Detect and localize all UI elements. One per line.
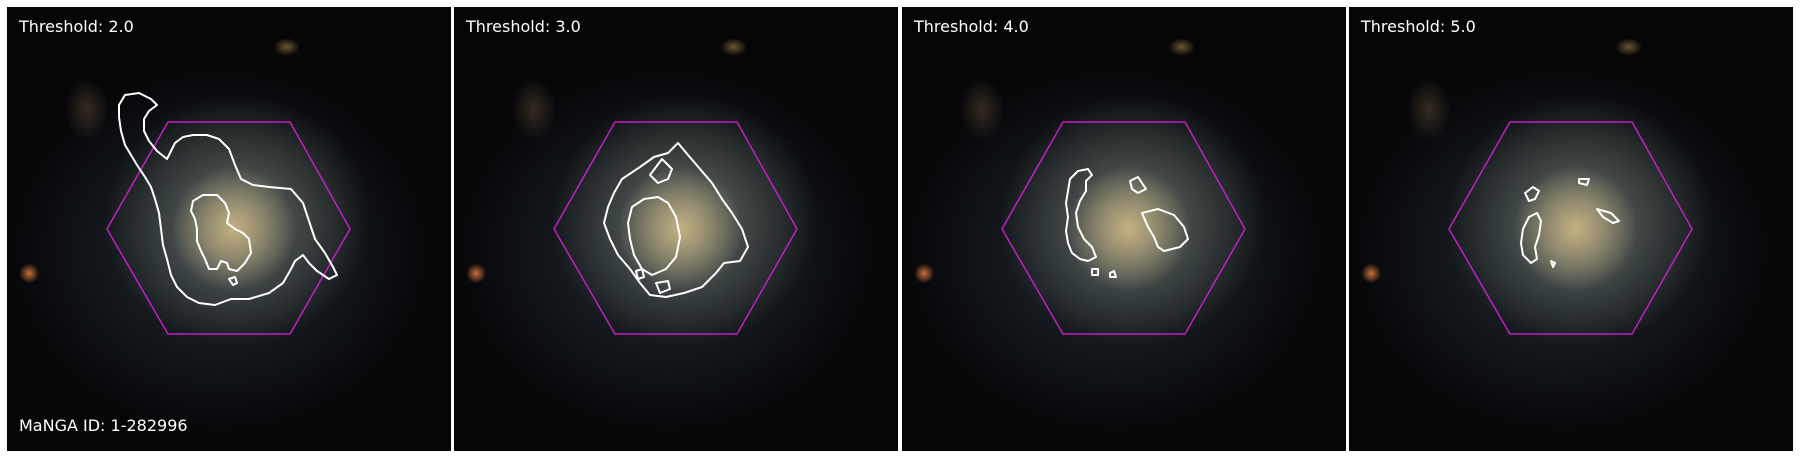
threshold-label: Threshold: 3.0 (466, 17, 581, 36)
mask-contour (1065, 168, 1189, 278)
overlay-layer (553, 121, 798, 335)
mask-contour (1520, 178, 1620, 268)
ifu-hexagon (553, 121, 798, 335)
galaxy-panel-threshold-4: Threshold: 4.0 (902, 7, 1346, 451)
threshold-label: Threshold: 4.0 (914, 17, 1029, 36)
ifu-hexagon (1001, 121, 1246, 335)
manga-id-label: MaNGA ID: 1-282996 (19, 416, 188, 435)
threshold-label: Threshold: 2.0 (19, 17, 134, 36)
overlay-layer (106, 92, 351, 335)
galaxy-panel-threshold-5: Threshold: 5.0 (1349, 7, 1793, 451)
mask-contour (603, 142, 749, 298)
ifu-hexagon (1448, 121, 1693, 335)
mask-contour (118, 92, 338, 306)
ifu-hexagon (106, 121, 351, 335)
threshold-label: Threshold: 5.0 (1361, 17, 1476, 36)
galaxy-panel-threshold-3: Threshold: 3.0 (454, 7, 898, 451)
galaxy-panel-threshold-2: Threshold: 2.0 MaNGA ID: 1-282996 (7, 7, 451, 451)
overlay-layer (1448, 121, 1693, 335)
overlay-layer (1001, 121, 1246, 335)
